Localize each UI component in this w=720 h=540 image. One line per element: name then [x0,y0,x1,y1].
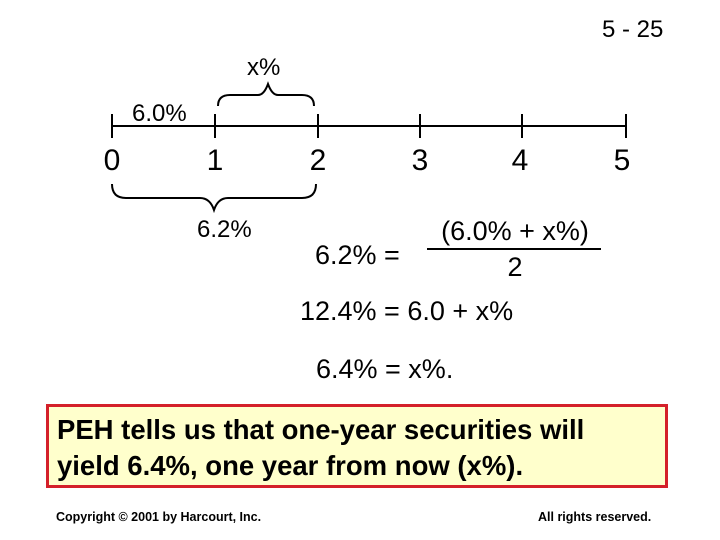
upper-brace [217,81,315,107]
tick-label-3: 3 [411,144,429,177]
copyright-notice: Copyright © 2001 by Harcourt, Inc. [56,510,262,524]
tick-label-5: 5 [613,144,631,177]
tick-label-0: 0 [103,144,121,177]
rights-notice: All rights reserved. [538,510,652,524]
peh-callout-box: PEH tells us that one-year securities wi… [46,404,668,488]
equation-fraction: (6.0% + x%) 2 [425,216,605,283]
upper-brace-label: x% [247,54,281,81]
timeline-diagram [111,81,627,214]
short-rate-label: 6.0% [132,100,187,127]
equation-lhs: 6.2% = [315,240,400,270]
fraction-numerator: (6.0% + x%) [441,216,589,246]
equation-line-2: 12.4% = 6.0 + x% [300,296,514,326]
tick-label-2: 2 [309,144,327,177]
equation-line-3: 6.4% = x%. [316,354,454,384]
callout-line-1: PEH tells us that one-year securities wi… [57,414,585,445]
fraction-bar [427,248,601,250]
callout-line-2: yield 6.4%, one year from now (x%). [57,450,524,481]
tick-label-1: 1 [206,144,224,177]
fraction-denominator: 2 [507,252,523,282]
lower-brace [111,183,317,214]
lower-brace-label: 6.2% [197,216,252,243]
slide-number: 5 - 25 [602,16,664,43]
tick-label-4: 4 [511,144,529,177]
